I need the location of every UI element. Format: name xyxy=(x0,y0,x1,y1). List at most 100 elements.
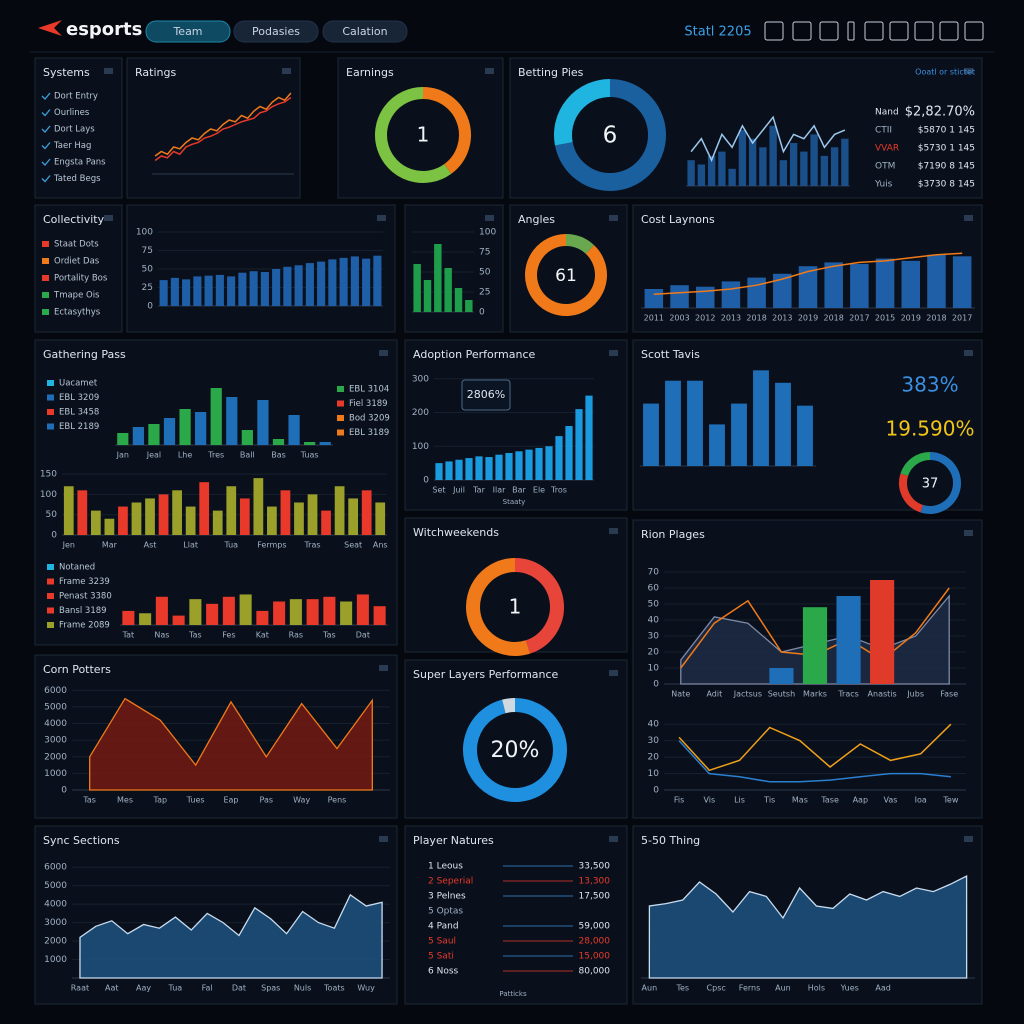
y-tick-label: 10 xyxy=(648,664,660,674)
list-item: EBL 3209 xyxy=(59,393,99,403)
row-value: 15,000 xyxy=(579,952,611,962)
x-tick-label: Mes xyxy=(117,796,133,805)
bar xyxy=(253,478,264,535)
y-tick-label: 3000 xyxy=(44,736,67,746)
line xyxy=(653,252,963,296)
x-tick-label: Tas xyxy=(82,796,96,805)
panel-menu[interactable] xyxy=(282,68,291,74)
bar xyxy=(256,610,269,625)
bar xyxy=(339,257,348,306)
bar xyxy=(769,125,777,186)
bar xyxy=(820,155,829,186)
bar xyxy=(118,506,128,535)
donut-segment xyxy=(900,452,931,477)
y-tick-label: 5000 xyxy=(44,702,67,712)
legend-swatch xyxy=(47,564,54,570)
panel-menu[interactable] xyxy=(609,350,618,356)
x-tick-label: Ast xyxy=(144,541,157,550)
list-item: Portality Bos xyxy=(54,274,108,284)
panel-menu[interactable] xyxy=(609,215,618,221)
panel-menu[interactable] xyxy=(104,215,113,221)
check xyxy=(41,92,51,100)
x-tick-label: Ferns xyxy=(739,984,760,993)
bar xyxy=(304,442,316,445)
icon[interactable] xyxy=(889,21,909,41)
bar xyxy=(575,409,583,480)
icon[interactable] xyxy=(864,21,884,41)
x-tick-label: Aat xyxy=(105,984,119,993)
icon[interactable] xyxy=(764,21,784,41)
tab[interactable] xyxy=(145,20,231,43)
icon[interactable] xyxy=(964,21,984,41)
bar xyxy=(132,427,144,445)
bar xyxy=(775,382,791,466)
panel-menu[interactable] xyxy=(377,215,386,221)
check xyxy=(41,125,51,133)
x-tick-label: Pas xyxy=(260,796,274,805)
panel-menu[interactable] xyxy=(485,68,494,74)
stat-value: $7190 8 145 xyxy=(918,162,975,172)
icon[interactable] xyxy=(914,21,934,41)
panel-menu[interactable] xyxy=(379,836,388,842)
bar xyxy=(199,482,210,535)
icon[interactable] xyxy=(847,21,855,41)
icon[interactable] xyxy=(819,21,839,41)
tab[interactable] xyxy=(322,20,408,43)
tab-label[interactable]: Calation xyxy=(342,25,387,38)
logo: esports xyxy=(66,19,142,40)
panel-menu[interactable] xyxy=(609,836,618,842)
donut-center: 6 xyxy=(603,123,618,149)
x-tick-label: Wuy xyxy=(357,984,375,993)
bar xyxy=(695,286,715,308)
panel-menu[interactable] xyxy=(964,350,973,356)
bar xyxy=(117,433,129,445)
tab-label[interactable]: Podasies xyxy=(252,25,300,38)
legend-swatch xyxy=(42,258,49,264)
bar xyxy=(434,244,442,312)
panel-menu[interactable] xyxy=(379,350,388,356)
bar xyxy=(306,599,319,625)
bar xyxy=(875,258,895,308)
list-item: Dort Entry xyxy=(54,92,98,102)
panel-menu[interactable] xyxy=(964,530,973,536)
donut-segment xyxy=(554,79,666,191)
x-tick-label: 2015 xyxy=(875,314,895,323)
bar xyxy=(348,498,359,535)
bar xyxy=(239,498,250,535)
tab[interactable] xyxy=(233,20,319,43)
bar xyxy=(226,397,238,445)
x-tick-label: Way xyxy=(293,796,310,805)
tab-label[interactable]: Team xyxy=(172,25,202,38)
panel xyxy=(34,204,123,333)
x-tick-label: Ras xyxy=(289,631,303,640)
bar xyxy=(709,424,725,466)
row-value: 28,000 xyxy=(579,937,611,947)
bar xyxy=(697,164,706,186)
y-tick-label: 0 xyxy=(51,531,57,541)
panel-title: Rion Plages xyxy=(641,528,705,541)
panel-menu[interactable] xyxy=(964,68,973,74)
panel-menu[interactable] xyxy=(609,670,618,676)
panel-title: 5-50 Thing xyxy=(641,834,700,847)
x-tick-label: Tracs xyxy=(837,690,858,699)
icon[interactable] xyxy=(939,21,959,41)
panel-menu[interactable] xyxy=(379,665,388,671)
x-tick-label: Tras xyxy=(303,541,320,550)
panel-menu[interactable] xyxy=(964,836,973,842)
x-tick-label: 2013 xyxy=(721,314,741,323)
legend-swatch xyxy=(47,394,54,401)
bar xyxy=(227,276,236,306)
panel xyxy=(404,339,628,511)
panel-menu[interactable] xyxy=(485,215,494,221)
legend-swatch xyxy=(47,593,54,599)
panel xyxy=(126,57,301,199)
y-tick-label: 5000 xyxy=(44,881,67,891)
y-tick-label: 100 xyxy=(479,228,496,238)
bar xyxy=(305,263,314,306)
panel-menu[interactable] xyxy=(964,215,973,221)
panel-menu[interactable] xyxy=(609,528,618,534)
icon[interactable] xyxy=(792,21,812,41)
bar xyxy=(670,285,689,308)
bar xyxy=(901,260,921,308)
panel-menu[interactable] xyxy=(104,68,113,74)
